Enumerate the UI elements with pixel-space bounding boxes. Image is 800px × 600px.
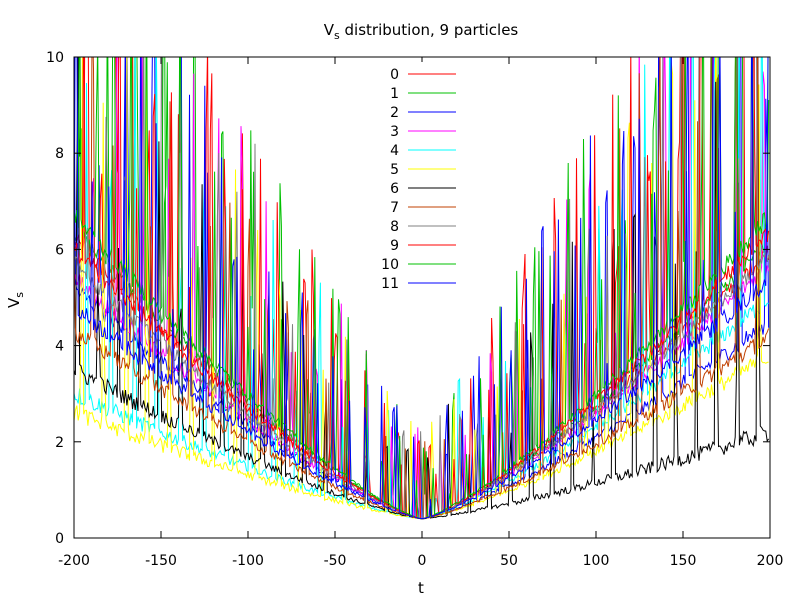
chart-title: Vs distribution, 9 particles — [324, 21, 519, 42]
x-tick-label: 200 — [757, 553, 784, 569]
legend-label-7: 7 — [390, 200, 399, 216]
series-line-11 — [74, 57, 769, 520]
x-tick-label: -100 — [232, 553, 264, 569]
x-tick-label: -150 — [145, 553, 177, 569]
x-axis-title: t — [418, 579, 424, 597]
y-tick-label: 10 — [46, 50, 64, 66]
legend-label-11: 11 — [381, 276, 399, 292]
legend-label-3: 3 — [390, 124, 399, 140]
y-axis-title: Vs — [5, 292, 26, 308]
y-tick-label: 4 — [55, 339, 64, 355]
legend-label-1: 1 — [390, 86, 399, 102]
y-tick-label: 6 — [55, 242, 64, 258]
y-tick-label: 2 — [55, 435, 64, 451]
legend-label-5: 5 — [390, 162, 399, 178]
legend-label-6: 6 — [390, 181, 399, 197]
x-tick-label: 150 — [670, 553, 697, 569]
y-tick-label: 0 — [55, 531, 64, 547]
legend-label-2: 2 — [390, 105, 399, 121]
x-tick-label: -50 — [324, 553, 347, 569]
legend-background — [376, 62, 458, 294]
legend-label-0: 0 — [390, 67, 399, 83]
legend: 0 1 2 3 4 5 6 7 8 9 10 11 — [376, 62, 458, 294]
legend-label-8: 8 — [390, 219, 399, 235]
y-tick-label: 8 — [55, 146, 64, 162]
legend-label-4: 4 — [390, 143, 399, 159]
legend-label-10: 10 — [381, 257, 399, 273]
x-tick-label: 100 — [583, 553, 610, 569]
x-tick-label: 0 — [418, 553, 427, 569]
x-tick-label: -200 — [58, 553, 90, 569]
x-tick-label: 50 — [500, 553, 518, 569]
legend-label-9: 9 — [390, 238, 399, 254]
